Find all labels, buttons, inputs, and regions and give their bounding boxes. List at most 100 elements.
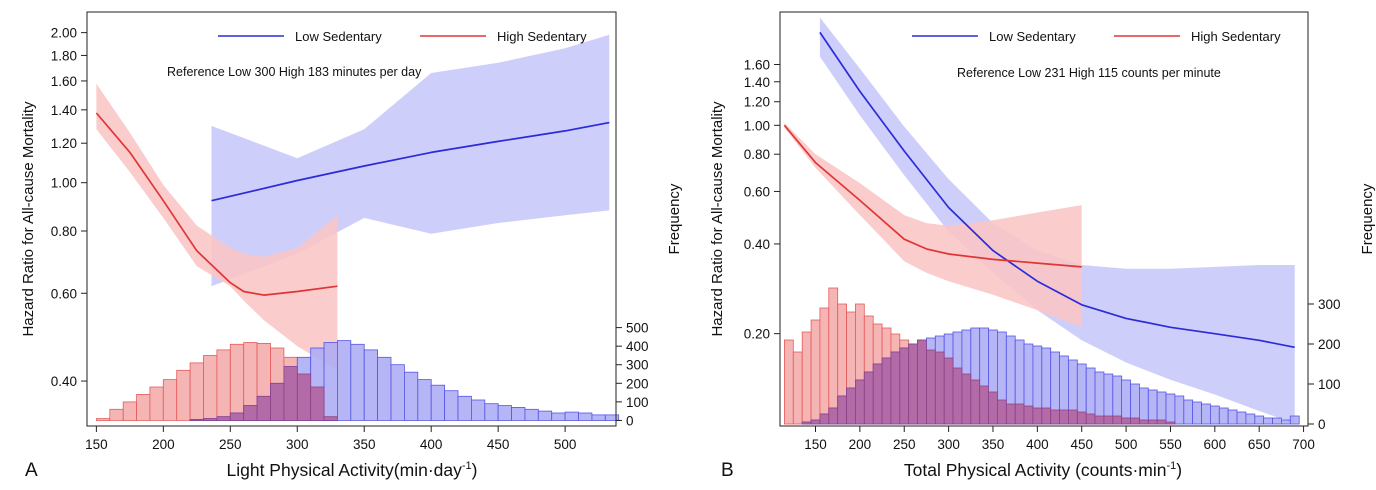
overlap-bar [828, 407, 839, 425]
overlap-bar [1059, 409, 1069, 425]
overlap-bar [846, 387, 856, 425]
overlap-bar [837, 395, 847, 425]
x-tick-label: 600 [1204, 437, 1227, 452]
y2-tick-label: 300 [626, 358, 649, 373]
y2-tick-label: 300 [1318, 297, 1341, 312]
low-sedentary-bar [1263, 417, 1273, 425]
overlap-bar [1005, 403, 1016, 425]
y2-tick-label: 100 [1318, 377, 1341, 392]
x-tick-label: 350 [982, 437, 1005, 452]
x-tick-label: 450 [1070, 437, 1093, 452]
legend-label-low: Low Sedentary [295, 29, 382, 44]
x-axis-label-end: ) [1176, 460, 1182, 480]
overlap-bar [979, 385, 989, 425]
low-sedentary-bar [1183, 399, 1194, 425]
low-sedentary-bar [457, 395, 472, 421]
y-tick-label: 1.60 [744, 57, 770, 72]
x-tick-label: 400 [1026, 437, 1049, 452]
y-tick-label: 1.00 [744, 118, 770, 133]
overlap-bar [1041, 407, 1052, 425]
overlap-bar [1156, 419, 1167, 425]
overlap-bar [899, 347, 910, 425]
overlap-bar [926, 349, 936, 425]
overlap-bar [997, 399, 1007, 425]
low-sedentary-bar [350, 343, 365, 421]
legend-label-low: Low Sedentary [989, 29, 1076, 44]
overlap-bar [296, 373, 312, 421]
high-sedentary-bar [122, 401, 137, 421]
overlap-bar [810, 419, 821, 425]
low-sedentary-bar [417, 379, 432, 421]
overlap-bar [988, 391, 998, 425]
low-sedentary-bar [564, 411, 579, 421]
low-sedentary-bar [1147, 389, 1158, 425]
y-axis-label: Hazard Ratio for All-cause Mortality [709, 101, 726, 337]
overlap-bar [819, 413, 830, 425]
x-tick-label: 150 [804, 437, 827, 452]
low-sedentary-bar [336, 340, 352, 421]
overlap-bar [1014, 403, 1025, 425]
low-sedentary-bar [1227, 409, 1238, 425]
low-sedentary-bar [591, 414, 606, 421]
low-sedentary-bar [1245, 413, 1256, 425]
x-tick-label: 500 [1115, 437, 1138, 452]
confidence-bands [784, 17, 1295, 424]
y-tick-label: 1.20 [744, 95, 770, 110]
x-tick-label: 350 [353, 437, 376, 452]
low-sedentary-ci-band [211, 34, 610, 287]
y-tick-label: 0.80 [51, 224, 77, 239]
low-sedentary-bar [390, 364, 405, 421]
x-axis-label-base: Light Physical Activity(min·day [227, 460, 463, 480]
plot-frame [86, 11, 617, 427]
overlap-bar [1023, 405, 1034, 425]
y-tick-label: 1.40 [51, 103, 77, 118]
x-tick-label: 550 [1159, 437, 1182, 452]
high-sedentary-bar [203, 355, 218, 421]
y-tick-label: 0.60 [744, 184, 770, 199]
x-tick-label: 200 [849, 437, 872, 452]
x-axis-label-base: Total Physical Activity (counts·min [904, 460, 1167, 480]
low-sedentary-ci-band [819, 17, 1295, 424]
overlap-bar [283, 366, 298, 421]
low-sedentary-bar [1165, 393, 1176, 425]
low-sedentary-line [211, 121, 610, 202]
panel-a: 150 200 250 300 350 400 450 500 0.40 0.60 0.80 1.0… [20, 11, 683, 481]
overlap-bar [961, 373, 972, 425]
y2-axis-ticks: 0 100 200 300 400 500 [616, 321, 649, 428]
overlap-bar [872, 363, 883, 425]
low-sedentary-bar [524, 408, 539, 421]
panel-b: 150 200 250 300 350 400 450 500 550 600 650 700 0.2… [709, 11, 1376, 481]
low-sedentary-bar [537, 410, 553, 421]
reference-annotation: Reference Low 300 High 183 minutes per d… [167, 65, 422, 79]
y-tick-label: 1.40 [744, 75, 770, 90]
overlap-bar [189, 419, 204, 421]
legend-label-high: High Sedentary [1191, 29, 1281, 44]
overlap-bar [1103, 415, 1114, 425]
high-sedentary-bar [792, 351, 803, 425]
overlap-bar [310, 386, 325, 421]
low-sedentary-bar [430, 384, 446, 421]
high-sedentary-bar [801, 331, 812, 425]
overlap-bar [863, 371, 874, 425]
y-tick-label: 0.60 [51, 286, 77, 301]
low-sedentary-bar [377, 356, 392, 421]
high-sedentary-bar [149, 386, 164, 421]
x-tick-label: 400 [420, 437, 443, 452]
y2-tick-label: 0 [626, 413, 634, 428]
low-sedentary-bar [604, 414, 620, 421]
low-sedentary-bar [470, 399, 486, 421]
y2-tick-label: 200 [1318, 337, 1341, 352]
hazard-lines [95, 112, 610, 296]
x-axis-label-sup: -1 [1166, 460, 1176, 472]
y2-axis-label: Frequency [666, 183, 683, 254]
overlap-bar [1085, 413, 1096, 425]
low-sedentary-bar [1272, 417, 1282, 425]
y-tick-label: 1.20 [51, 136, 77, 151]
overlap-bar [1076, 411, 1087, 425]
low-sedentary-bar [1281, 419, 1291, 425]
plot-frame [779, 11, 1309, 427]
y2-tick-label: 400 [626, 339, 649, 354]
overlap-bar [1130, 417, 1140, 425]
overlap-bar [890, 351, 901, 425]
